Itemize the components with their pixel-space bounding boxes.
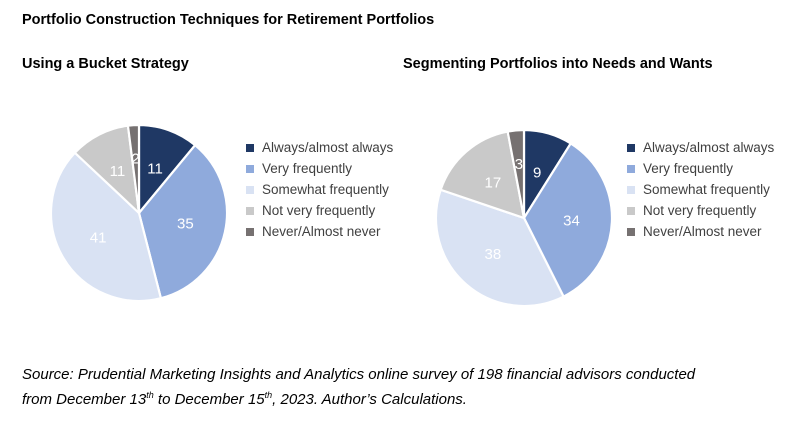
pie-slice-very-frequently — [137, 143, 229, 300]
legend-swatch-icon — [246, 164, 254, 173]
pie-chart-needs-wants: 9 34 38 17 3 — [434, 128, 614, 308]
legend-swatch-icon — [627, 185, 635, 194]
legend-swatch-icon — [627, 164, 635, 173]
pie-data-label: 11 — [147, 160, 163, 177]
pie-data-label: 3 — [515, 156, 523, 173]
legend-swatch-icon — [627, 227, 635, 236]
pie-slice-never-almost-never — [506, 128, 526, 219]
legend-label: Always/almost always — [643, 140, 775, 155]
pie-data-label: 11 — [110, 163, 126, 180]
pie-slice-never-almost-never — [126, 123, 141, 214]
legend-needs-wants: Always/almost always Very frequently Somew… — [627, 137, 774, 242]
legend-label: Somewhat frequently — [262, 182, 389, 197]
page-title: Portfolio Construction Techniques for Re… — [22, 12, 435, 28]
legend-item: Not very frequently — [246, 200, 393, 221]
legend-swatch-icon — [246, 185, 254, 194]
legend-label: Never/Almost never — [643, 224, 762, 239]
pie-slice-somewhat-frequently — [49, 151, 163, 303]
legend-swatch-icon — [246, 206, 254, 215]
source-line-1: Source: Prudential Marketing Insights an… — [22, 366, 696, 383]
pie-data-label: 34 — [563, 212, 580, 229]
legend-label: Not very frequently — [262, 203, 376, 218]
legend-swatch-icon — [246, 143, 254, 152]
legend-item: Not very frequently — [627, 200, 774, 221]
source-line-2-part: to December 15 — [153, 391, 265, 408]
source-note: Source: Prudential Marketing Insights an… — [22, 362, 782, 412]
legend-swatch-icon — [627, 206, 635, 215]
legend-item: Somewhat frequently — [627, 179, 774, 200]
chart-title-bucket-strategy: Using a Bucket Strategy — [22, 56, 189, 72]
legend-bucket-strategy: Always/almost always Very frequently Somew… — [246, 137, 393, 242]
pie-slice-not-very-frequently — [439, 130, 526, 220]
pie-chart-bucket-strategy: 11 35 41 11 2 — [49, 123, 229, 303]
pie-data-label: 38 — [484, 246, 501, 263]
legend-label: Always/almost always — [262, 140, 394, 155]
pie-data-label: 17 — [484, 174, 501, 191]
pie-slice-somewhat-frequently — [434, 188, 566, 308]
pie-data-label: 9 — [533, 165, 541, 182]
legend-item: Somewhat frequently — [246, 179, 393, 200]
legend-swatch-icon — [627, 143, 635, 152]
legend-label: Never/Almost never — [262, 224, 381, 239]
legend-item: Never/Almost never — [246, 221, 393, 242]
legend-swatch-icon — [246, 227, 254, 236]
legend-label: Very frequently — [262, 161, 353, 176]
ordinal-suffix: th — [264, 390, 273, 400]
pie-data-label: 35 — [177, 216, 194, 233]
legend-item: Always/almost always — [246, 137, 393, 158]
legend-label: Very frequently — [643, 161, 734, 176]
legend-label: Not very frequently — [643, 203, 757, 218]
pie-slice-very-frequently — [522, 141, 614, 299]
pie-data-label: 41 — [90, 229, 107, 246]
pie-data-label: 2 — [131, 151, 139, 168]
legend-item: Very frequently — [246, 158, 393, 179]
legend-item: Never/Almost never — [627, 221, 774, 242]
source-line-2-part: from December 13 — [22, 391, 147, 408]
chart-title-needs-wants: Segmenting Portfolios into Needs and Wan… — [403, 56, 713, 72]
legend-item: Always/almost always — [627, 137, 774, 158]
legend-item: Very frequently — [627, 158, 774, 179]
source-line-2-part: , 2023. Author’s Calculations. — [272, 391, 467, 408]
legend-label: Somewhat frequently — [643, 182, 770, 197]
ordinal-suffix: th — [146, 390, 154, 400]
